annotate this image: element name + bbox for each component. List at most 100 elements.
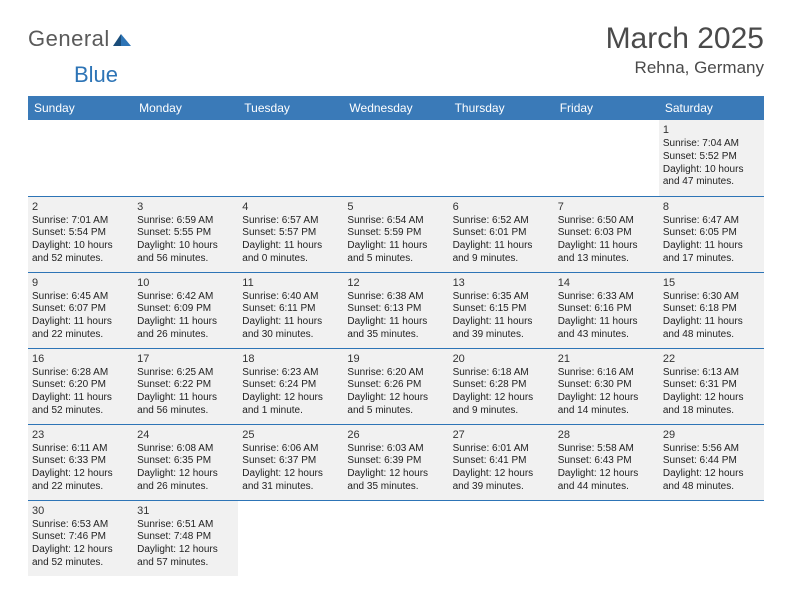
- calendar-cell: 10Sunrise: 6:42 AM Sunset: 6:09 PM Dayli…: [133, 272, 238, 348]
- day-details: Sunrise: 6:06 AM Sunset: 6:37 PM Dayligh…: [242, 443, 339, 494]
- day-number: 9: [32, 276, 129, 290]
- day-details: Sunrise: 7:04 AM Sunset: 5:52 PM Dayligh…: [663, 138, 760, 189]
- day-number: 4: [242, 200, 339, 214]
- calendar-cell: 16Sunrise: 6:28 AM Sunset: 6:20 PM Dayli…: [28, 348, 133, 424]
- calendar-cell-empty: [28, 120, 133, 196]
- day-details: Sunrise: 6:30 AM Sunset: 6:18 PM Dayligh…: [663, 291, 760, 342]
- calendar-cell-empty: [343, 120, 448, 196]
- day-number: 23: [32, 428, 129, 442]
- weekday-header: Monday: [133, 96, 238, 120]
- calendar-cell: 4Sunrise: 6:57 AM Sunset: 5:57 PM Daylig…: [238, 196, 343, 272]
- calendar-cell: 17Sunrise: 6:25 AM Sunset: 6:22 PM Dayli…: [133, 348, 238, 424]
- weekday-header: Sunday: [28, 96, 133, 120]
- calendar-row: 2Sunrise: 7:01 AM Sunset: 5:54 PM Daylig…: [28, 196, 764, 272]
- day-number: 7: [558, 200, 655, 214]
- day-details: Sunrise: 6:52 AM Sunset: 6:01 PM Dayligh…: [453, 215, 550, 266]
- calendar-cell: 13Sunrise: 6:35 AM Sunset: 6:15 PM Dayli…: [449, 272, 554, 348]
- calendar-cell: 6Sunrise: 6:52 AM Sunset: 6:01 PM Daylig…: [449, 196, 554, 272]
- calendar-cell: 3Sunrise: 6:59 AM Sunset: 5:55 PM Daylig…: [133, 196, 238, 272]
- day-number: 6: [453, 200, 550, 214]
- day-details: Sunrise: 7:01 AM Sunset: 5:54 PM Dayligh…: [32, 215, 129, 266]
- day-number: 27: [453, 428, 550, 442]
- day-number: 20: [453, 352, 550, 366]
- day-details: Sunrise: 6:33 AM Sunset: 6:16 PM Dayligh…: [558, 291, 655, 342]
- calendar-header-row: SundayMondayTuesdayWednesdayThursdayFrid…: [28, 96, 764, 120]
- weekday-header: Thursday: [449, 96, 554, 120]
- calendar-cell: 28Sunrise: 5:58 AM Sunset: 6:43 PM Dayli…: [554, 424, 659, 500]
- day-details: Sunrise: 6:35 AM Sunset: 6:15 PM Dayligh…: [453, 291, 550, 342]
- calendar-cell: 7Sunrise: 6:50 AM Sunset: 6:03 PM Daylig…: [554, 196, 659, 272]
- day-number: 3: [137, 200, 234, 214]
- day-details: Sunrise: 6:20 AM Sunset: 6:26 PM Dayligh…: [347, 367, 444, 418]
- day-details: Sunrise: 6:51 AM Sunset: 7:48 PM Dayligh…: [137, 519, 234, 570]
- day-details: Sunrise: 6:38 AM Sunset: 6:13 PM Dayligh…: [347, 291, 444, 342]
- calendar-cell: 29Sunrise: 5:56 AM Sunset: 6:44 PM Dayli…: [659, 424, 764, 500]
- day-number: 29: [663, 428, 760, 442]
- day-details: Sunrise: 6:45 AM Sunset: 6:07 PM Dayligh…: [32, 291, 129, 342]
- day-details: Sunrise: 6:23 AM Sunset: 6:24 PM Dayligh…: [242, 367, 339, 418]
- logo-text-blue: Blue: [74, 62, 118, 87]
- calendar-cell-empty: [238, 120, 343, 196]
- calendar-cell: 2Sunrise: 7:01 AM Sunset: 5:54 PM Daylig…: [28, 196, 133, 272]
- calendar-cell: 5Sunrise: 6:54 AM Sunset: 5:59 PM Daylig…: [343, 196, 448, 272]
- calendar-page: General March 2025 Rehna, Germany Blue S…: [0, 0, 792, 576]
- calendar-cell-empty: [238, 500, 343, 576]
- day-details: Sunrise: 6:59 AM Sunset: 5:55 PM Dayligh…: [137, 215, 234, 266]
- day-details: Sunrise: 6:03 AM Sunset: 6:39 PM Dayligh…: [347, 443, 444, 494]
- day-number: 30: [32, 504, 129, 518]
- logo: General: [28, 22, 131, 52]
- day-number: 24: [137, 428, 234, 442]
- day-details: Sunrise: 6:08 AM Sunset: 6:35 PM Dayligh…: [137, 443, 234, 494]
- calendar-cell-empty: [449, 500, 554, 576]
- day-details: Sunrise: 6:57 AM Sunset: 5:57 PM Dayligh…: [242, 215, 339, 266]
- day-number: 1: [663, 123, 760, 137]
- day-number: 31: [137, 504, 234, 518]
- calendar-cell: 27Sunrise: 6:01 AM Sunset: 6:41 PM Dayli…: [449, 424, 554, 500]
- day-number: 28: [558, 428, 655, 442]
- day-details: Sunrise: 6:28 AM Sunset: 6:20 PM Dayligh…: [32, 367, 129, 418]
- day-number: 5: [347, 200, 444, 214]
- day-number: 16: [32, 352, 129, 366]
- calendar-cell: 24Sunrise: 6:08 AM Sunset: 6:35 PM Dayli…: [133, 424, 238, 500]
- day-number: 13: [453, 276, 550, 290]
- day-details: Sunrise: 6:18 AM Sunset: 6:28 PM Dayligh…: [453, 367, 550, 418]
- day-details: Sunrise: 6:50 AM Sunset: 6:03 PM Dayligh…: [558, 215, 655, 266]
- calendar-cell: 8Sunrise: 6:47 AM Sunset: 6:05 PM Daylig…: [659, 196, 764, 272]
- calendar-body: 1Sunrise: 7:04 AM Sunset: 5:52 PM Daylig…: [28, 120, 764, 576]
- weekday-header: Saturday: [659, 96, 764, 120]
- calendar-row: 30Sunrise: 6:53 AM Sunset: 7:46 PM Dayli…: [28, 500, 764, 576]
- calendar-cell: 20Sunrise: 6:18 AM Sunset: 6:28 PM Dayli…: [449, 348, 554, 424]
- calendar-cell: 11Sunrise: 6:40 AM Sunset: 6:11 PM Dayli…: [238, 272, 343, 348]
- day-details: Sunrise: 6:42 AM Sunset: 6:09 PM Dayligh…: [137, 291, 234, 342]
- calendar-cell: 25Sunrise: 6:06 AM Sunset: 6:37 PM Dayli…: [238, 424, 343, 500]
- day-number: 14: [558, 276, 655, 290]
- day-details: Sunrise: 6:13 AM Sunset: 6:31 PM Dayligh…: [663, 367, 760, 418]
- day-number: 12: [347, 276, 444, 290]
- day-details: Sunrise: 6:53 AM Sunset: 7:46 PM Dayligh…: [32, 519, 129, 570]
- day-details: Sunrise: 6:47 AM Sunset: 6:05 PM Dayligh…: [663, 215, 760, 266]
- day-details: Sunrise: 5:58 AM Sunset: 6:43 PM Dayligh…: [558, 443, 655, 494]
- calendar-cell: 30Sunrise: 6:53 AM Sunset: 7:46 PM Dayli…: [28, 500, 133, 576]
- day-number: 10: [137, 276, 234, 290]
- calendar-cell-empty: [554, 120, 659, 196]
- calendar-row: 9Sunrise: 6:45 AM Sunset: 6:07 PM Daylig…: [28, 272, 764, 348]
- calendar-cell-empty: [133, 120, 238, 196]
- calendar-cell: 18Sunrise: 6:23 AM Sunset: 6:24 PM Dayli…: [238, 348, 343, 424]
- calendar-cell: 22Sunrise: 6:13 AM Sunset: 6:31 PM Dayli…: [659, 348, 764, 424]
- day-details: Sunrise: 6:11 AM Sunset: 6:33 PM Dayligh…: [32, 443, 129, 494]
- calendar-cell: 31Sunrise: 6:51 AM Sunset: 7:48 PM Dayli…: [133, 500, 238, 576]
- calendar-cell: 23Sunrise: 6:11 AM Sunset: 6:33 PM Dayli…: [28, 424, 133, 500]
- day-number: 25: [242, 428, 339, 442]
- day-number: 18: [242, 352, 339, 366]
- day-details: Sunrise: 6:01 AM Sunset: 6:41 PM Dayligh…: [453, 443, 550, 494]
- day-details: Sunrise: 6:40 AM Sunset: 6:11 PM Dayligh…: [242, 291, 339, 342]
- calendar-cell-empty: [659, 500, 764, 576]
- calendar-cell-empty: [554, 500, 659, 576]
- day-number: 21: [558, 352, 655, 366]
- day-number: 19: [347, 352, 444, 366]
- day-number: 8: [663, 200, 760, 214]
- calendar-table: SundayMondayTuesdayWednesdayThursdayFrid…: [28, 96, 764, 576]
- weekday-header: Tuesday: [238, 96, 343, 120]
- logo-mark-icon: [113, 32, 131, 51]
- calendar-cell: 14Sunrise: 6:33 AM Sunset: 6:16 PM Dayli…: [554, 272, 659, 348]
